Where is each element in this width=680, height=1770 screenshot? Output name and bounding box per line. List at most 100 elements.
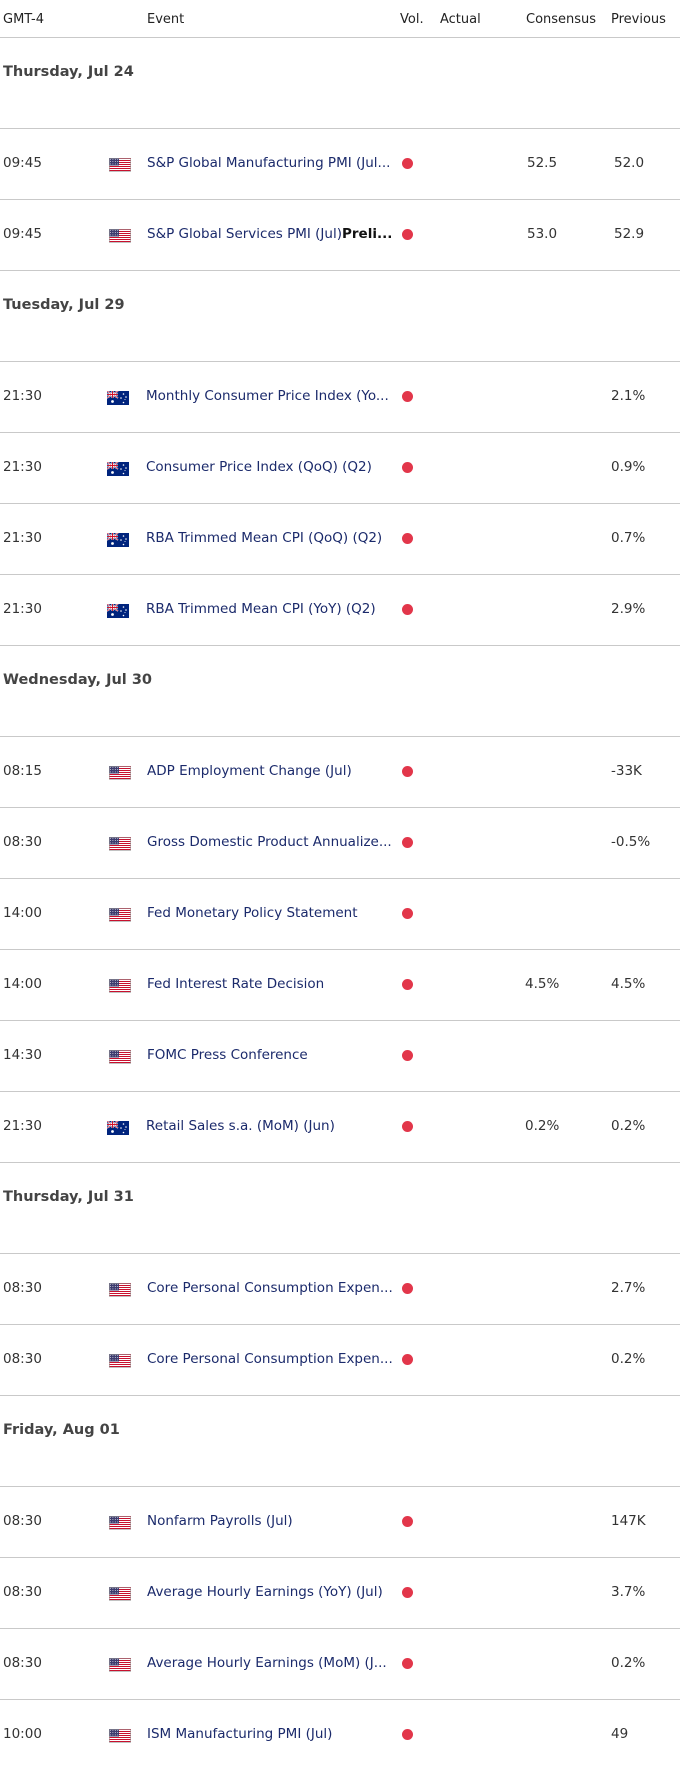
event-name-text: Retail Sales s.a. (MoM) (Jun) <box>146 1117 335 1134</box>
previous-value: 52.9 <box>614 225 645 242</box>
row-divider <box>0 432 680 433</box>
event-row[interactable] <box>0 1699 680 1770</box>
us-flag-icon <box>109 228 131 243</box>
day-heading: Tuesday, Jul 29 <box>3 297 125 313</box>
us-flag-icon <box>109 907 131 922</box>
event-time: 08:30 <box>3 833 42 850</box>
event-name[interactable]: RBA Trimmed Mean CPI (QoQ) (Q2) <box>146 530 382 546</box>
event-name[interactable]: Gross Domestic Product Annualize... <box>147 834 392 850</box>
volatility-high-dot <box>402 908 413 919</box>
previous-value: 3.7% <box>611 1583 646 1600</box>
previous-value: 0.2% <box>611 1117 646 1134</box>
previous-value: -33K <box>611 762 642 779</box>
previous-value: 2.1% <box>611 387 646 404</box>
event-time: 21:30 <box>3 458 42 475</box>
volatility-high-dot <box>402 391 413 402</box>
us-flag-icon <box>109 1515 131 1530</box>
event-time: 21:30 <box>3 387 42 404</box>
actual-column-header: Actual <box>440 12 481 27</box>
timezone-header[interactable]: GMT-4 <box>3 12 44 27</box>
day-divider <box>0 128 680 129</box>
event-name-text: FOMC Press Conference <box>147 1046 308 1063</box>
event-name[interactable]: Core Personal Consumption Expen... <box>147 1280 393 1296</box>
event-name[interactable]: Monthly Consumer Price Index (Yo... <box>146 388 389 404</box>
volatility-high-dot <box>402 1283 413 1294</box>
event-name[interactable]: Average Hourly Earnings (MoM) (J... <box>147 1655 387 1671</box>
event-name[interactable]: Consumer Price Index (QoQ) (Q2) <box>146 459 372 475</box>
volatility-high-dot <box>402 533 413 544</box>
row-divider <box>0 1324 680 1325</box>
row-divider <box>0 199 680 200</box>
volatility-high-dot <box>402 158 413 169</box>
us-flag-icon <box>109 1353 131 1368</box>
event-name-text: Core Personal Consumption Expen... <box>147 1350 393 1367</box>
event-name-text: Core Personal Consumption Expen... <box>147 1279 393 1296</box>
previous-value: 0.2% <box>611 1350 646 1367</box>
us-flag-icon <box>109 1728 131 1743</box>
event-time: 10:00 <box>3 1725 42 1742</box>
event-name-text: Average Hourly Earnings (YoY) (Jul) <box>147 1583 383 1600</box>
event-name-text: Gross Domestic Product Annualize... <box>147 833 392 850</box>
event-name[interactable]: FOMC Press Conference <box>147 1047 308 1063</box>
event-row[interactable] <box>0 1020 680 1091</box>
row-divider <box>0 1628 680 1629</box>
volatility-high-dot <box>402 229 413 240</box>
volatility-high-dot <box>402 1121 413 1132</box>
event-name-text: Fed Interest Rate Decision <box>147 975 325 992</box>
event-name[interactable]: RBA Trimmed Mean CPI (YoY) (Q2) <box>146 601 376 617</box>
event-name[interactable]: Core Personal Consumption Expen... <box>147 1351 393 1367</box>
event-time: 09:45 <box>3 225 42 242</box>
au-flag-icon <box>106 602 129 618</box>
previous-value: 49 <box>611 1725 629 1742</box>
day-heading: Friday, Aug 01 <box>3 1422 120 1438</box>
previous-value: 0.9% <box>611 458 646 475</box>
consensus-value: 0.2% <box>525 1117 560 1134</box>
us-flag-icon <box>109 1657 131 1672</box>
row-divider <box>0 949 680 950</box>
row-divider <box>0 270 680 271</box>
event-name-bold-text: Preli... <box>342 225 393 242</box>
event-name[interactable]: Average Hourly Earnings (YoY) (Jul) <box>147 1584 383 1600</box>
previous-value: 4.5% <box>611 975 646 992</box>
event-name-text: Nonfarm Payrolls (Jul) <box>147 1512 293 1529</box>
event-name-text: Monthly Consumer Price Index (Yo... <box>146 387 389 404</box>
event-row[interactable] <box>0 1091 680 1162</box>
row-divider <box>0 1091 680 1092</box>
day-heading: Wednesday, Jul 30 <box>3 672 152 688</box>
event-row[interactable] <box>0 1486 680 1557</box>
event-name[interactable]: S&P Global Services PMI (Jul)Preli... <box>147 226 392 242</box>
event-time: 08:30 <box>3 1512 42 1529</box>
au-flag-icon <box>106 389 129 405</box>
row-divider <box>0 1699 680 1700</box>
au-flag-icon <box>106 460 129 476</box>
consensus-column-header: Consensus <box>526 12 597 27</box>
row-divider <box>0 1162 680 1163</box>
row-divider <box>0 1395 680 1396</box>
event-name[interactable]: ISM Manufacturing PMI (Jul) <box>147 1726 332 1742</box>
event-name[interactable]: S&P Global Manufacturing PMI (Jul... <box>147 155 390 171</box>
day-heading: Thursday, Jul 31 <box>3 1189 134 1205</box>
previous-value: 0.2% <box>611 1654 646 1671</box>
event-name-text: S&P Global Services PMI (Jul) <box>147 225 342 242</box>
event-time: 14:00 <box>3 975 42 992</box>
event-time: 08:15 <box>3 762 42 779</box>
volatility-high-dot <box>402 837 413 848</box>
event-row[interactable] <box>0 949 680 1020</box>
event-name[interactable]: Nonfarm Payrolls (Jul) <box>147 1513 293 1529</box>
volatility-high-dot <box>402 1658 413 1669</box>
event-name[interactable]: Fed Interest Rate Decision <box>147 976 324 992</box>
us-flag-icon <box>109 157 131 172</box>
event-name[interactable]: ADP Employment Change (Jul) <box>147 763 352 779</box>
event-name[interactable]: Retail Sales s.a. (MoM) (Jun) <box>146 1118 335 1134</box>
day-heading: Thursday, Jul 24 <box>3 64 134 80</box>
day-divider <box>0 736 680 737</box>
row-divider <box>0 1020 680 1021</box>
us-flag-icon <box>109 1049 131 1064</box>
event-name-text: RBA Trimmed Mean CPI (YoY) (Q2) <box>146 600 376 617</box>
event-name[interactable]: Fed Monetary Policy Statement <box>147 905 358 921</box>
volatility-high-dot <box>402 766 413 777</box>
day-divider <box>0 361 680 362</box>
volatility-high-dot <box>402 604 413 615</box>
previous-value: 52.0 <box>614 154 645 171</box>
us-flag-icon <box>109 1282 131 1297</box>
